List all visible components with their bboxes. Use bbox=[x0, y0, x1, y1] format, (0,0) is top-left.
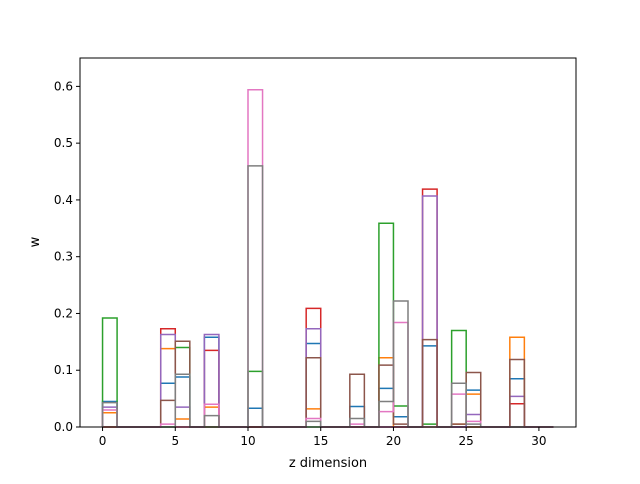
x-tick-label: 25 bbox=[459, 434, 474, 448]
y-tick-label: 0.3 bbox=[54, 250, 73, 264]
series-step-5 bbox=[102, 338, 554, 428]
y-tick-label: 0.0 bbox=[54, 420, 73, 434]
x-tick-label: 15 bbox=[313, 434, 328, 448]
x-tick-label: 5 bbox=[171, 434, 179, 448]
series-step-4 bbox=[101, 195, 554, 428]
histogram-steps bbox=[101, 89, 554, 428]
y-tick-label: 0.5 bbox=[54, 136, 73, 150]
x-tick-label: 20 bbox=[386, 434, 401, 448]
x-axis-label: z dimension bbox=[289, 456, 367, 471]
series-step-6 bbox=[101, 89, 554, 428]
y-tick-label: 0.4 bbox=[54, 193, 73, 207]
y-tick-label: 0.2 bbox=[54, 306, 73, 320]
axes-frame bbox=[79, 57, 577, 428]
x-axis-ticks: 0 5 10 15 20 25 30 bbox=[99, 427, 547, 448]
x-tick-label: 0 bbox=[99, 434, 107, 448]
series-step-3 bbox=[102, 188, 554, 428]
series-step-2 bbox=[101, 222, 554, 428]
x-tick-label: 30 bbox=[531, 434, 546, 448]
y-tick-label: 0.1 bbox=[54, 363, 73, 377]
series-step-1 bbox=[101, 336, 554, 428]
y-axis-label: w bbox=[28, 236, 43, 247]
y-tick-label: 0.6 bbox=[54, 79, 73, 93]
series-step-0 bbox=[101, 336, 554, 428]
x-tick-label: 10 bbox=[240, 434, 255, 448]
y-axis-ticks: 0.0 0.1 0.2 0.3 0.4 0.5 0.6 bbox=[54, 79, 80, 434]
series-step-7 bbox=[101, 165, 554, 428]
